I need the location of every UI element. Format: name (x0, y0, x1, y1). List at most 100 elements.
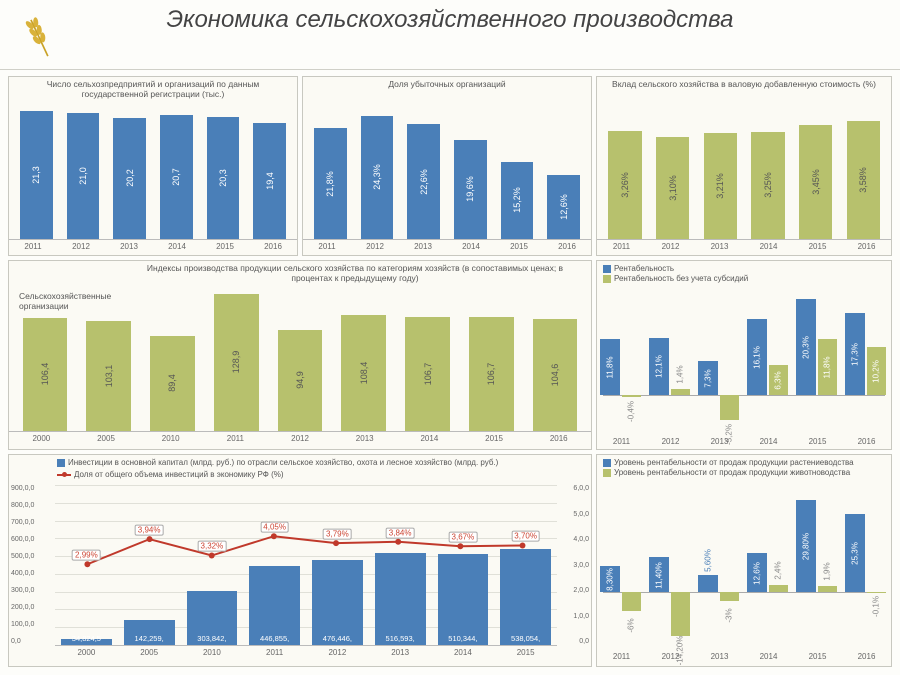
bar-value: 3,26% (620, 172, 630, 198)
bar: 20,3 (207, 117, 240, 239)
y-tick: 800,0,0 (11, 502, 34, 509)
x-axis: 200020052010201120122013201420152016 (9, 431, 591, 443)
bar-value: -0,1% (872, 597, 881, 618)
line-value: 3,67% (449, 532, 478, 543)
bar-primary: 11,40% (649, 557, 669, 592)
x-tick: 2013 (695, 437, 744, 446)
x-tick: 2005 (74, 434, 139, 443)
x-tick: 2013 (105, 242, 153, 251)
y-tick: 0,0 (11, 638, 34, 645)
x-tick: 2016 (842, 242, 891, 251)
bar-value: 10,2% (872, 360, 881, 383)
bar-value: 6,3% (774, 372, 783, 390)
y-tick: 5,0,0 (573, 511, 589, 518)
bar-value: 476,446, (323, 634, 352, 643)
x-tick: 2012 (351, 242, 399, 251)
bar-value: 12,1% (654, 356, 663, 379)
x-tick: 2014 (397, 434, 462, 443)
y-tick: 900,0,0 (11, 485, 34, 492)
bar-set: 3,26%3,10%3,21%3,25%3,45%3,58% (597, 107, 891, 239)
bar-value: 516,593, (386, 634, 415, 643)
bar-value: 8,30% (605, 568, 614, 591)
x-axis: 201120122013201420152016 (9, 239, 297, 251)
bar-value: 22,6% (419, 169, 429, 195)
bar-value: 21,8% (325, 171, 335, 197)
bar-value: 21,3 (31, 166, 41, 184)
bar-value: 29,80% (801, 533, 810, 560)
line-value: 3,79% (323, 529, 352, 540)
bar-value: 11,40% (654, 562, 663, 589)
x-tick: 2013 (399, 242, 447, 251)
bar: 24,3% (361, 116, 394, 239)
bar-primary: 12,6% (747, 553, 767, 592)
line-value: 4,05% (260, 522, 289, 533)
line-value: 3,70% (511, 531, 540, 542)
bar: 108,4 (341, 315, 386, 431)
x-tick: 2016 (842, 652, 891, 661)
panel-gva-share: Вклад сельского хозяйства в валовую доба… (596, 76, 892, 256)
x-tick: 2012 (306, 648, 369, 657)
x-tick: 2011 (303, 242, 351, 251)
bar-value: -0,4% (627, 401, 636, 422)
x-tick: 2015 (494, 648, 557, 657)
bar-value: 142,259, (135, 634, 164, 643)
x-tick: 2005 (118, 648, 181, 657)
bar-value: 15,2% (512, 188, 522, 214)
bar-value: 94,9 (295, 372, 305, 390)
bar: 20,2 (113, 118, 146, 239)
bar-primary: 12,1% (649, 338, 669, 395)
bar: 476,446, (312, 560, 363, 645)
bar: 94,9 (278, 330, 323, 431)
bar: 21,8% (314, 128, 347, 239)
panel-profitability: РентабельностьРентабельность без учета с… (596, 260, 892, 450)
legend-label: Рентабельность (614, 264, 674, 273)
bar-secondary: 11,8% (818, 339, 838, 395)
bar-value: 3,25% (763, 173, 773, 199)
bar-set: 21,321,020,220,720,319,4 (9, 107, 297, 239)
bar-value: 538,054, (511, 634, 540, 643)
bar: 106,7 (469, 317, 514, 431)
line-value: 2,99% (72, 550, 101, 561)
x-tick: 2011 (597, 652, 646, 661)
bar-secondary: 1,9% (818, 586, 838, 592)
bar: 128,9 (214, 294, 259, 431)
bar: 3,25% (751, 132, 784, 239)
x-tick: 2011 (597, 242, 646, 251)
y-tick: 600,0,0 (11, 536, 34, 543)
bar-primary: 7,3% (698, 361, 718, 396)
bar-value: 19,4 (265, 172, 275, 190)
bar-value: 446,855, (260, 634, 289, 643)
bar-value: 106,7 (486, 363, 496, 386)
bar-secondary: 10,2% (867, 347, 887, 395)
bar: 3,45% (799, 125, 832, 239)
bar-value: 128,9 (231, 351, 241, 374)
x-tick: 2014 (744, 242, 793, 251)
bar-value: 12,6% (752, 562, 761, 585)
bar-value: -6% (627, 618, 636, 632)
bar-secondary: 6,3% (769, 365, 789, 395)
bar: 538,054, (500, 549, 551, 645)
x-tick: 2015 (793, 652, 842, 661)
x-tick: 2015 (462, 434, 527, 443)
x-axis: 20002005201020112012201320142015 (55, 645, 557, 657)
y-tick: 2,0,0 (573, 587, 589, 594)
bar-value: 89,4 (167, 375, 177, 393)
x-axis: 201120122013201420152016 (597, 435, 891, 446)
x-tick: 2015 (495, 242, 543, 251)
bar: 303,842, (187, 591, 238, 645)
legend: Уровень рентабельности от продаж продукц… (597, 455, 891, 481)
bar: 19,6% (454, 140, 487, 240)
legend-line: Доля от общего объема инвестиций в эконо… (74, 471, 284, 480)
x-tick: 2010 (181, 648, 244, 657)
y-tick: 400,0,0 (11, 570, 34, 577)
bar-value: 11,8% (605, 357, 614, 379)
x-tick: 2013 (369, 648, 432, 657)
bar-secondary: -5,2% (720, 395, 740, 420)
bar-secondary: 1,4% (671, 389, 691, 396)
line-value: 3,94% (135, 525, 164, 536)
x-tick: 2014 (447, 242, 495, 251)
chart-grid: Число сельхозпредприятий и организаций п… (0, 72, 900, 675)
bar-primary: 11,8% (600, 339, 620, 395)
x-tick: 2013 (695, 242, 744, 251)
panel-enterprise-count: Число сельхозпредприятий и организаций п… (8, 76, 298, 256)
